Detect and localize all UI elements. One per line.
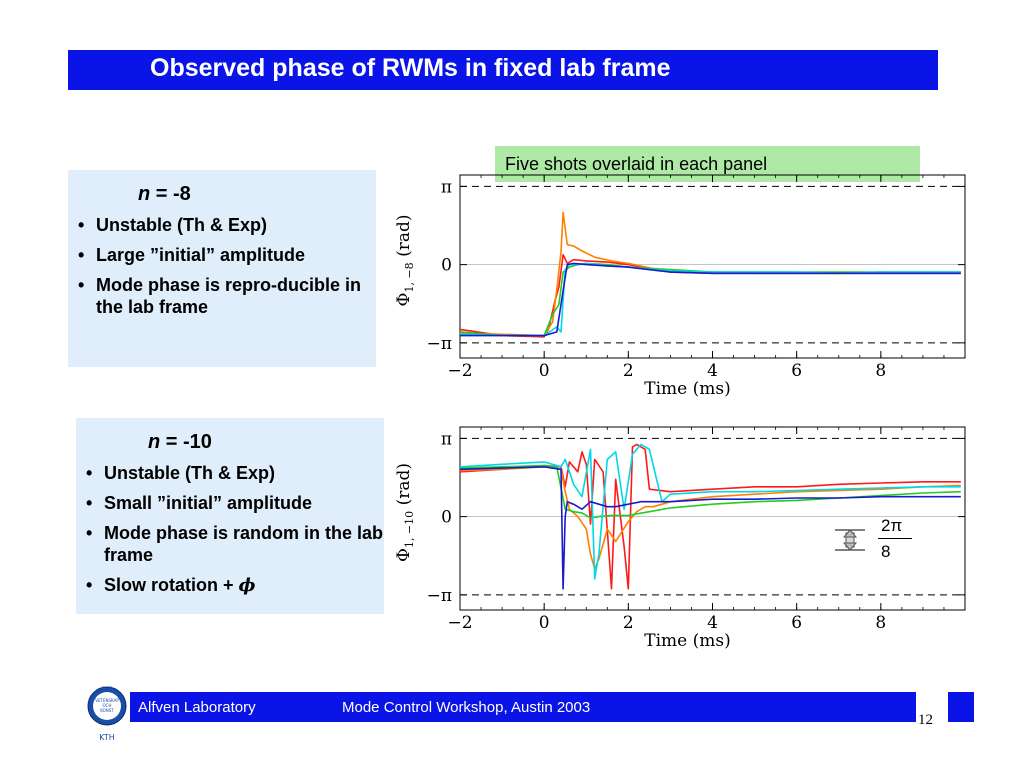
y-tick-label: π	[441, 429, 452, 449]
bullet-item: Unstable (Th & Exp)	[86, 462, 384, 484]
x-tick-label: 6	[791, 613, 802, 633]
panel-text-box-n8: n = -8 Unstable (Th & Exp) Large ”initia…	[68, 170, 376, 367]
y-axis-label: Φ1, −10 (rad)	[394, 463, 416, 562]
y-tick-label: 0	[441, 508, 452, 528]
bullet-list: Unstable (Th & Exp) Large ”initial” ampl…	[78, 214, 376, 318]
scale-denominator: 8	[881, 542, 891, 561]
phase-chart-n10: −2 0 2 4 6 8 −π 0 π Time (ms) Φ1, −10 (rad)	[394, 426, 966, 651]
x-tick-label: 8	[875, 361, 886, 381]
x-tick-label: 8	[875, 613, 886, 633]
y-axis-unit: (rad)	[394, 463, 414, 511]
series-line-4	[459, 443, 961, 580]
x-axis-label: Time (ms)	[644, 379, 730, 399]
x-tick-label: −2	[447, 361, 472, 381]
series-line-4	[459, 262, 961, 337]
mode-number-variable: n	[138, 183, 151, 205]
x-tick-label: 0	[539, 361, 550, 381]
footer-event: Mode Control Workshop, Austin 2003	[342, 699, 591, 716]
corner-square	[948, 692, 974, 722]
mode-number-heading: n = -8	[138, 183, 376, 206]
y-tick-label: −π	[427, 586, 452, 606]
x-tick-label: 4	[707, 361, 718, 381]
x-tick-label: 4	[707, 613, 718, 633]
scale-legend: 2π 8	[833, 516, 913, 566]
series-line-5	[460, 262, 961, 337]
mode-number-heading: n = -10	[148, 431, 384, 454]
x-axis-label: Time (ms)	[644, 631, 730, 651]
mode-number-value: = -10	[160, 431, 212, 453]
footer-bar: Alfven Laboratory Mode Control Workshop,…	[84, 692, 916, 722]
y-axis-symbol: Φ	[394, 293, 414, 307]
y-axis-subscript: 1, −10	[403, 511, 416, 548]
x-tick-label: 2	[623, 613, 634, 633]
logo-text-line: OCH	[103, 703, 112, 708]
footer-organization: Alfven Laboratory	[138, 699, 256, 716]
series-line-5	[459, 465, 961, 590]
series-line-1	[459, 443, 961, 590]
kth-logo: VETENSKAP OCH KONST KTH	[84, 680, 130, 748]
slide-title: Observed phase of RWMs in fixed lab fram…	[150, 54, 671, 82]
double-arrow-icon	[835, 529, 865, 551]
bullet-item: Mode phase is random in the lab frame	[86, 522, 384, 566]
overlay-note: Five shots overlaid in each panel	[495, 146, 920, 182]
logo-text-line: VETENSKAP	[95, 698, 119, 703]
y-tick-label: 0	[441, 256, 452, 276]
bullet-list: Unstable (Th & Exp) Small ”initial” ampl…	[86, 462, 384, 597]
mode-number-value: = -8	[150, 183, 191, 205]
y-axis-subscript: 1, −8	[403, 262, 416, 292]
bullet-item: Mode phase is repro-ducible in the lab f…	[78, 274, 376, 318]
logo-text-line: KONST	[100, 708, 114, 713]
bullet-item: Unstable (Th & Exp)	[78, 214, 376, 236]
title-bar: Observed phase of RWMs in fixed lab fram…	[68, 50, 938, 90]
logo-text-line: KTH	[99, 733, 115, 742]
y-tick-label: π	[441, 177, 452, 197]
bullet-item: Large ”initial” amplitude	[78, 244, 376, 266]
fraction-bar	[878, 538, 912, 539]
bullet-item: Slow rotation + ϕ	[86, 574, 384, 597]
panel-text-box-n10: n = -10 Unstable (Th & Exp) Small ”initi…	[76, 418, 384, 614]
plot-frame	[459, 174, 966, 359]
y-axis-symbol: Φ	[394, 548, 414, 562]
scale-numerator: 2π	[881, 516, 903, 535]
series-line-2	[459, 465, 961, 570]
x-tick-label: −2	[447, 613, 472, 633]
x-tick-label: 6	[791, 361, 802, 381]
x-tick-label: 2	[623, 361, 634, 381]
phase-chart-n8: −2 0 2 4 6 8 −π 0 π Time (ms) Φ1, −8 (rad)	[394, 174, 966, 399]
bullet-text: Slow rotation +	[104, 575, 239, 595]
x-tick-label: 0	[539, 613, 550, 633]
mode-number-variable: n	[148, 431, 161, 453]
y-axis-unit: (rad)	[394, 215, 414, 263]
y-tick-label: −π	[427, 334, 452, 354]
y-axis-label: Φ1, −8 (rad)	[394, 215, 416, 307]
bullet-item: Small ”initial” amplitude	[86, 492, 384, 514]
series-line-3	[459, 262, 961, 337]
page-number: 12	[918, 712, 933, 728]
series-line-1	[459, 253, 961, 338]
phi-symbol: ϕ	[238, 575, 256, 596]
